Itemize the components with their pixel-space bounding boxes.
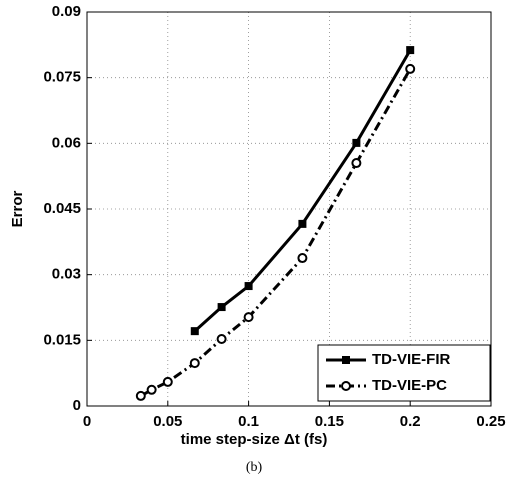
marker — [217, 303, 226, 312]
x-tick-label: 0.05 — [153, 413, 182, 430]
y-tick-label: 0.03 — [52, 266, 81, 283]
marker — [190, 327, 199, 336]
y-tick-label: 0.06 — [52, 134, 81, 151]
marker — [189, 358, 200, 369]
caption: (b) — [246, 460, 263, 475]
y-tick-label: 0.09 — [52, 3, 81, 20]
x-tick-label: 0 — [83, 413, 91, 430]
x-tick-label: 0.2 — [400, 413, 421, 430]
y-tick-label: 0 — [73, 397, 81, 414]
marker — [352, 138, 361, 147]
marker — [351, 158, 362, 169]
marker — [298, 219, 307, 228]
legend-marker — [341, 381, 351, 391]
legend-marker — [342, 356, 350, 364]
marker — [162, 376, 173, 387]
x-tick-label: 0.25 — [476, 413, 505, 430]
y-tick-label: 0.045 — [43, 200, 81, 217]
marker — [405, 63, 416, 74]
plot-frame — [86, 11, 492, 407]
y-tick-label: 0.075 — [43, 69, 81, 86]
marker — [406, 46, 415, 55]
y-axis-label: Error — [9, 191, 26, 228]
marker — [146, 384, 157, 395]
marker — [297, 253, 308, 264]
marker — [135, 390, 146, 401]
marker — [243, 312, 254, 323]
series-line — [193, 49, 412, 333]
legend-box — [317, 344, 491, 402]
marker — [244, 282, 253, 291]
x-tick-label: 0.15 — [315, 413, 344, 430]
legend-label: TD-VIE-FIR — [372, 351, 450, 368]
y-tick-label: 0.015 — [43, 331, 81, 348]
x-tick-label: 0.1 — [238, 413, 259, 430]
x-axis-label: time step-size Δt (fs) — [181, 431, 328, 448]
marker — [216, 334, 227, 345]
legend-label: TD-VIE-PC — [372, 377, 447, 394]
